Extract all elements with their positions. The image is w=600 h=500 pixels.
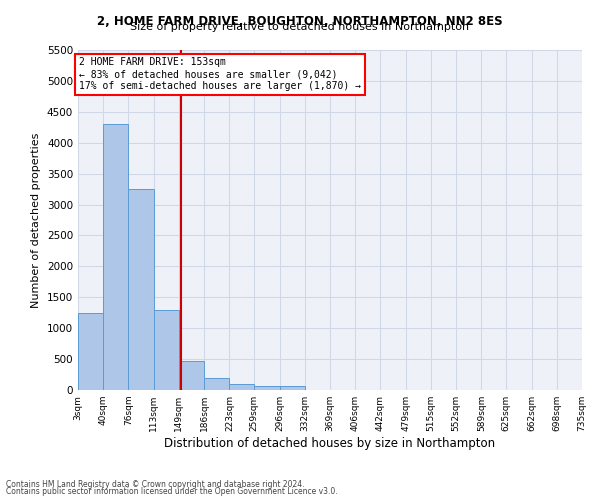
Text: 2 HOME FARM DRIVE: 153sqm
← 83% of detached houses are smaller (9,042)
17% of se: 2 HOME FARM DRIVE: 153sqm ← 83% of detac… (79, 58, 361, 90)
Text: Contains HM Land Registry data © Crown copyright and database right 2024.: Contains HM Land Registry data © Crown c… (6, 480, 305, 489)
Bar (229, 384, 254, 390)
Bar (154, 310, 179, 390)
Y-axis label: Number of detached properties: Number of detached properties (31, 132, 41, 308)
Text: Contains public sector information licensed under the Open Government Licence v3: Contains public sector information licen… (6, 487, 338, 496)
Bar (254, 386, 280, 390)
Text: 2, HOME FARM DRIVE, BOUGHTON, NORTHAMPTON, NN2 8ES: 2, HOME FARM DRIVE, BOUGHTON, NORTHAMPTO… (97, 15, 503, 28)
Bar (179, 361, 204, 390)
X-axis label: Distribution of detached houses by size in Northampton: Distribution of detached houses by size … (164, 437, 496, 450)
Bar (280, 386, 305, 390)
Text: Size of property relative to detached houses in Northampton: Size of property relative to detached ho… (130, 22, 470, 32)
Bar (128, 189, 154, 390)
Bar (204, 378, 229, 390)
Bar (78, 312, 103, 390)
Bar (103, 124, 128, 390)
